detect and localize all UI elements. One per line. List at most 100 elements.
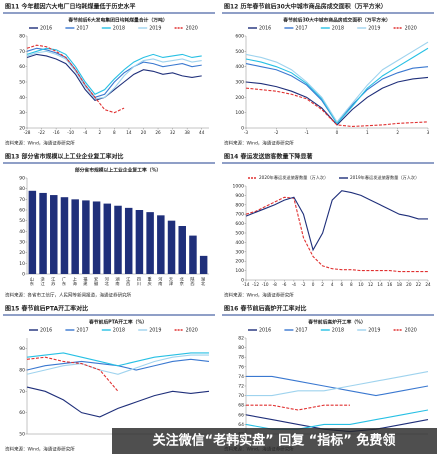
- y-tick-label: 68: [238, 403, 244, 409]
- figure-caption: 图12 历年春节前后30大中城市商品房成交面积（万平方米）: [224, 3, 387, 11]
- legend-label: 2016: [259, 26, 271, 32]
- x-tick-label: 天津: [168, 277, 174, 287]
- y-tick-label: 90: [19, 176, 25, 182]
- x-tick-label: 0: [336, 130, 339, 135]
- y-tick-label: 82: [238, 336, 244, 342]
- y-tick-label: 60: [19, 410, 25, 416]
- watermark-band: [112, 428, 437, 454]
- series-line: [245, 196, 428, 273]
- bar: [135, 210, 144, 274]
- bar: [199, 255, 208, 274]
- y-tick-label: 30: [19, 110, 25, 116]
- source-note: 资料来源：各省市工信厅，人民网等新闻报道，海通证券研究所: [5, 292, 131, 299]
- x-tick-label: 44: [199, 130, 205, 135]
- series-line: [245, 47, 429, 125]
- legend-label: 2019年春运发送旅客数量（万人次）: [350, 174, 419, 181]
- x-tick-label: 安徽: [93, 276, 99, 287]
- y-tick-label: 90: [19, 346, 25, 352]
- x-tick-label: -10: [67, 130, 74, 135]
- x-tick-label: -8: [273, 282, 278, 287]
- source-note: 资料来源：Wind，海通证券研究所: [5, 140, 75, 147]
- bar: [60, 197, 69, 274]
- y-tick-label: 600: [235, 34, 244, 40]
- bar: [167, 220, 176, 274]
- legend-label: 2017: [295, 26, 307, 32]
- y-tick-label: 78: [238, 355, 244, 361]
- x-tick-label: 2: [98, 130, 101, 135]
- y-tick-label: 400: [235, 64, 244, 70]
- y-tick-label: 40: [19, 95, 25, 101]
- y-tick-label: 60: [19, 64, 25, 70]
- x-tick-label: 湖北: [200, 276, 206, 287]
- y-tick-label: 70: [19, 49, 25, 55]
- figure-caption: 图16 春节前后高炉开工率对比: [224, 305, 306, 313]
- y-tick-label: 30: [19, 240, 25, 246]
- series-line: [246, 371, 429, 397]
- legend-label: 2020: [186, 26, 198, 32]
- y-tick-label: 0: [241, 126, 244, 132]
- bar: [146, 212, 154, 274]
- x-tick-label: 上海: [72, 276, 78, 287]
- y-tick-label: 300: [235, 249, 244, 255]
- x-tick-label: 江西: [126, 276, 131, 287]
- series-line: [26, 47, 202, 98]
- x-tick-label: -2: [274, 130, 279, 135]
- legend-label: 2018: [332, 26, 344, 32]
- y-tick-label: 100: [235, 110, 244, 116]
- y-tick-label: 72: [238, 384, 244, 390]
- x-tick-label: -1: [305, 130, 310, 135]
- x-tick-label: 山东: [30, 276, 35, 286]
- y-tick-label: 700: [235, 212, 244, 218]
- x-tick-label: -4: [83, 130, 88, 135]
- series-line: [26, 386, 210, 418]
- x-tick-label: 14: [126, 130, 132, 135]
- x-tick-label: -3: [244, 130, 249, 135]
- x-tick-label: 20: [406, 282, 412, 287]
- x-tick-label: 福建: [82, 276, 88, 287]
- legend-label: 2018: [113, 328, 125, 334]
- x-tick-label: 16: [387, 282, 393, 287]
- legend-label: 2018: [113, 26, 125, 32]
- bar: [157, 215, 165, 274]
- legend-label: 2017: [295, 328, 307, 334]
- legend-label: 2019: [368, 328, 380, 334]
- legend-label: 2016: [40, 328, 52, 334]
- x-tick-label: 10: [358, 282, 364, 287]
- figure-caption: 图15 春节前后PTA开工率对比: [5, 305, 88, 313]
- y-tick-label: 66: [238, 412, 244, 418]
- chart-title: 春节前后PTA开工率（%）: [89, 319, 147, 326]
- chart-title: 春节前后6大发电集团日均耗煤量合计（万吨）: [68, 17, 167, 24]
- y-tick-label: 20: [19, 126, 25, 132]
- bar: [124, 207, 133, 274]
- x-tick-label: 湖南: [116, 276, 121, 286]
- x-tick-label: 重庆: [147, 276, 153, 287]
- y-tick-label: 0: [22, 272, 25, 278]
- x-tick-label: 24: [425, 282, 431, 287]
- legend-label: 2019: [149, 26, 161, 32]
- bar: [92, 201, 101, 274]
- figure-caption: 图13 部分省市规模以上工业企业复工率对比: [5, 153, 123, 161]
- x-tick-label: 江苏: [51, 276, 56, 287]
- y-tick-label: 70: [19, 389, 25, 395]
- y-tick-label: 80: [19, 368, 25, 374]
- bar: [50, 195, 58, 274]
- series-line: [26, 354, 209, 375]
- x-tick-label: -12: [252, 282, 259, 287]
- x-tick-label: 12: [368, 282, 374, 287]
- x-tick-label: 广东: [62, 276, 67, 286]
- x-tick-label: 陕西: [190, 276, 196, 287]
- bar: [28, 190, 37, 274]
- legend-label: 2020: [405, 26, 417, 32]
- x-tick-label: -14: [243, 282, 250, 287]
- x-tick-label: 20: [141, 130, 147, 135]
- bar: [39, 192, 47, 274]
- x-tick-label: 1: [366, 130, 369, 135]
- chart-title: 部分省市规模以上工业企业复工率（%）: [75, 167, 161, 174]
- y-tick-label: 1000: [233, 184, 245, 190]
- x-tick-label: -28: [24, 130, 31, 135]
- x-tick-label: 2: [321, 282, 324, 287]
- y-tick-label: 80: [19, 186, 25, 192]
- x-tick-label: -10: [262, 282, 269, 287]
- x-tick-label: 浙江: [40, 276, 46, 287]
- legend-label: 2016: [259, 328, 271, 334]
